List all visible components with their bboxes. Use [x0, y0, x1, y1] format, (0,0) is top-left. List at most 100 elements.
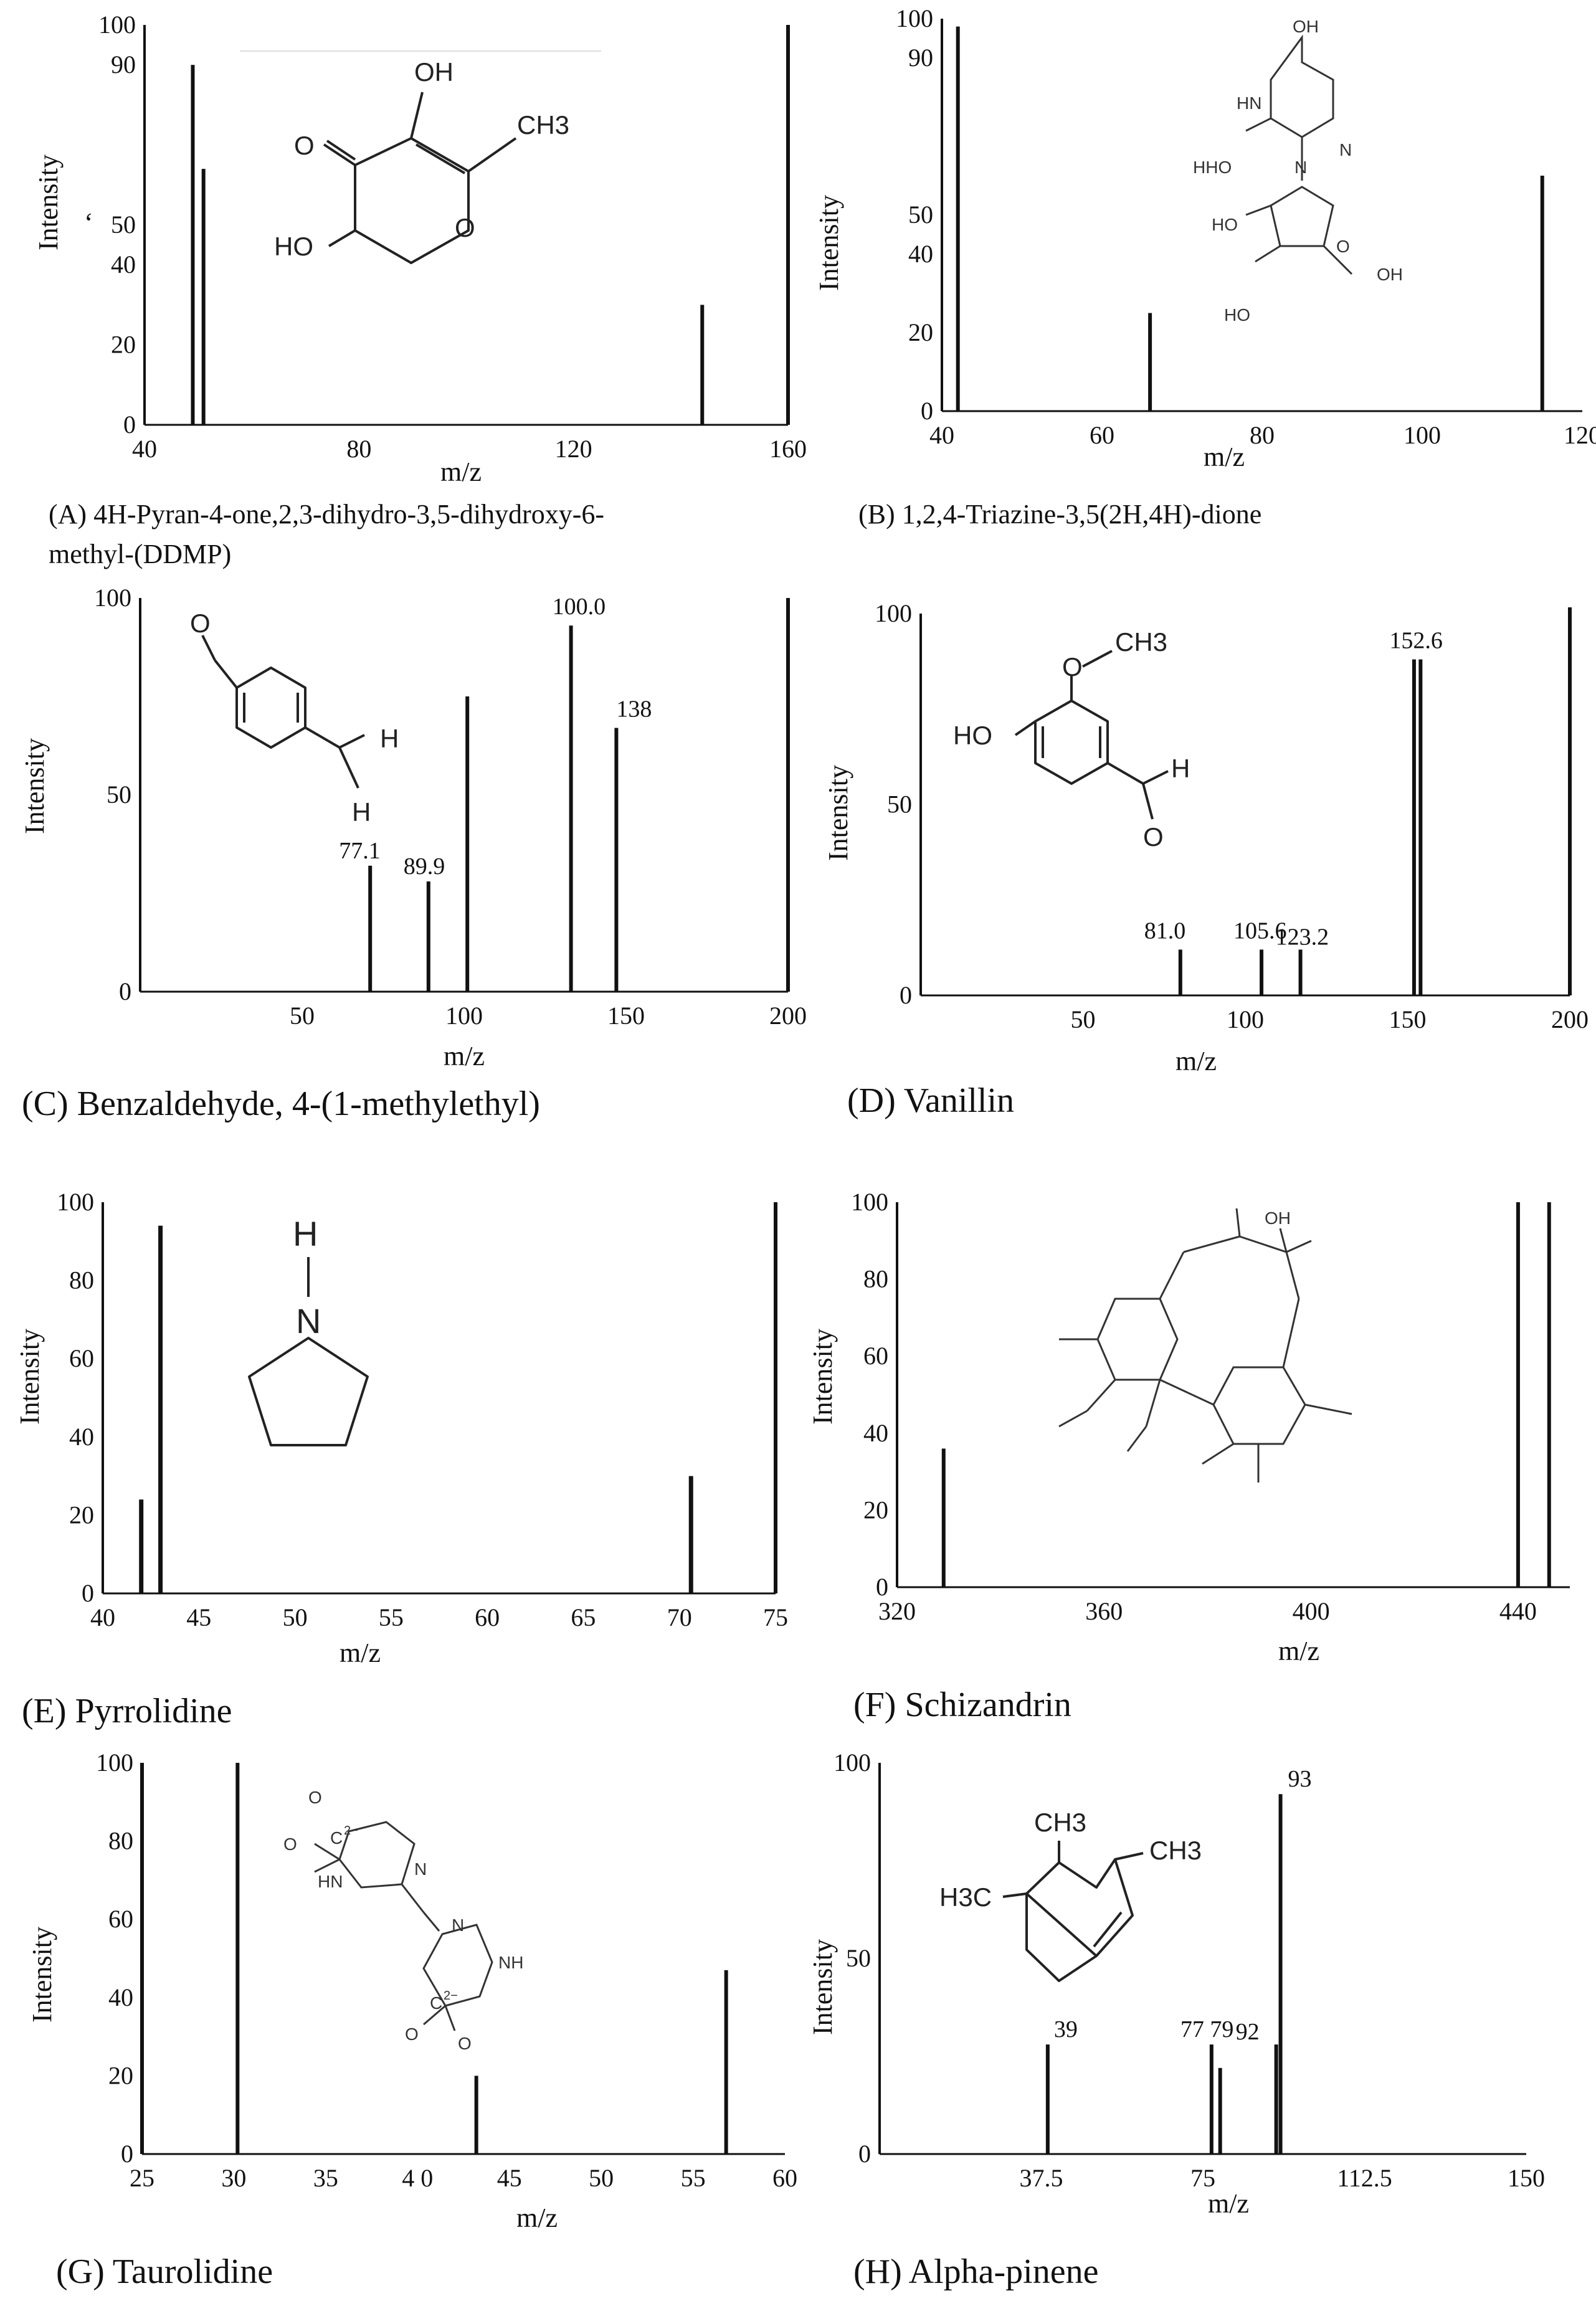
panel-d-caption: (D) Vanillin [847, 1081, 1014, 1120]
structure-b-label: HO [1212, 215, 1238, 234]
structure-c-label: O [190, 609, 211, 638]
y-tick-label: 100 [834, 1749, 871, 1777]
panel-a-axes [143, 25, 790, 426]
y-tick-label: 0 [82, 1579, 94, 1607]
panel-a-caption: (A) 4H-Pyran-4-one,2,3-dihydro-3,5-dihyd… [49, 499, 604, 529]
y-tick-label: 20 [108, 2061, 133, 2089]
y-tick-label: 100 [851, 1188, 888, 1216]
x-tick-label: 70 [667, 1603, 692, 1631]
x-tick-label: 60 [475, 1603, 500, 1631]
spectrum-peak [1148, 313, 1152, 411]
panel-h: 0 50 100 37.5 75 112.5 150 39 77 79 92 93 Intens… [807, 1749, 1545, 2291]
y-tick-label: 20 [908, 318, 933, 346]
panel-g-yticks: 0 20 40 60 80 100 [96, 1749, 133, 2168]
panel-a-bars [191, 65, 705, 425]
panel-b-caption: (B) 1,2,4-Triazine-3,5(2H,4H)-dione [858, 499, 1261, 529]
spectrum-peak [1418, 659, 1423, 995]
peak-label: 93 [1288, 1766, 1312, 1792]
y-tick-label: 50 [908, 201, 933, 229]
peak-label: 81.0 [1144, 918, 1186, 944]
x-tick-label: 150 [1508, 2164, 1545, 2192]
y-tick-label: 0 [921, 397, 933, 425]
x-tick-label: 55 [681, 2164, 706, 2192]
panel-d-xlabel: m/z [1176, 1046, 1217, 1076]
x-tick-label: 80 [1250, 421, 1275, 449]
structure-a-label: O [455, 213, 475, 242]
y-tick-label: 20 [863, 1496, 888, 1524]
structure-g-label: O [458, 2034, 472, 2053]
peak-label: 39 [1054, 2016, 1078, 2043]
structure-g-label: O [283, 1834, 297, 1854]
y-tick-label: 20 [69, 1501, 94, 1529]
y-tick-label: 50 [111, 211, 136, 239]
panel-c-axes [139, 598, 790, 993]
spectrum-peak [1540, 176, 1544, 411]
y-tick-label: 40 [69, 1423, 94, 1451]
x-tick-label: 120 [1564, 421, 1596, 449]
panel-f-yticks: 0 20 40 60 80 100 [851, 1188, 888, 1601]
spectrum-peak [724, 1970, 728, 2154]
panel-c-caption: (C) Benzaldehyde, 4-(1-methylethyl) [22, 1084, 540, 1123]
x-tick-label: 37.5 [1020, 2164, 1063, 2192]
panel-c-ylabel: Intensity [19, 738, 50, 834]
spectrum-peak [569, 625, 573, 992]
y-tick-label: 60 [863, 1342, 888, 1370]
panel-f-ylabel: Intensity [807, 1329, 838, 1425]
peak-label: 100.0 [553, 594, 606, 620]
spectrum-peak [1178, 949, 1182, 995]
peak-label: 123.2 [1276, 924, 1329, 950]
y-tick-label: 80 [69, 1266, 94, 1294]
panel-h-structure: CH3 CH3 H3C [939, 1808, 1202, 1982]
structure-g-label: 2− [444, 1989, 458, 2003]
y-tick-label: 100 [98, 11, 136, 39]
x-tick-label: 50 [290, 1002, 315, 1030]
x-tick-label: 200 [1551, 1005, 1589, 1033]
panel-a-xticks: 40 80 120 160 [132, 435, 807, 463]
y-tick-label: 0 [900, 981, 912, 1009]
x-tick-label: 55 [379, 1603, 404, 1631]
structure-b-label: N [1339, 140, 1352, 159]
panel-a-structure: OH CH3 O HO O [274, 57, 569, 264]
panel-c-xlabel: m/z [444, 1041, 485, 1071]
panel-e-ylabel: Intensity [14, 1329, 45, 1425]
spectrum-peak [1218, 2067, 1222, 2154]
structure-b-label: HHO [1193, 158, 1232, 177]
peak-label: 77.1 [339, 838, 381, 864]
panel-h-ylabel: Intensity [807, 1939, 838, 2035]
peak-label: 152.6 [1389, 628, 1443, 654]
panel-b-xticks: 40 60 80 100 120 [929, 421, 1596, 449]
y-tick-label: 20 [111, 331, 136, 359]
structure-b-label: OH [1293, 17, 1319, 36]
panel-e-xlabel: m/z [340, 1638, 381, 1668]
spectrum-peak [941, 1448, 946, 1587]
y-tick-label: 0 [119, 977, 131, 1005]
structure-f-label: OH [1265, 1208, 1291, 1228]
x-tick-label: 45 [186, 1603, 211, 1631]
x-tick-label: 50 [283, 1603, 308, 1631]
structure-g-label: N [414, 1859, 427, 1879]
panel-a-xlabel: m/z [440, 457, 482, 487]
x-tick-label: 440 [1499, 1597, 1537, 1625]
y-tick-label: 40 [111, 250, 136, 278]
spectrum-peak [1278, 1794, 1283, 2154]
spectrum-peak [368, 865, 373, 992]
structure-a-label: HO [274, 232, 313, 261]
y-tick-label: 50 [887, 790, 912, 819]
panel-f-caption: (F) Schizandrin [853, 1686, 1071, 1724]
x-tick-label: 40 [929, 421, 954, 449]
structure-b-label: HO [1224, 305, 1250, 325]
peak-label: 138 [616, 696, 652, 723]
x-tick-label: 160 [769, 435, 807, 463]
structure-g-label: N [452, 1915, 464, 1935]
y-tick-label: 40 [908, 240, 933, 268]
panel-d-yticks: 0 50 100 [875, 599, 912, 1009]
y-tick-label: 90 [908, 44, 933, 72]
panel-d-axes [919, 607, 1572, 997]
structure-g-label: O [308, 1788, 322, 1807]
structure-a-label: CH3 [517, 110, 569, 140]
panel-h-caption: (H) Alpha-pinene [853, 2252, 1098, 2291]
x-tick-label: 50 [589, 2164, 614, 2192]
